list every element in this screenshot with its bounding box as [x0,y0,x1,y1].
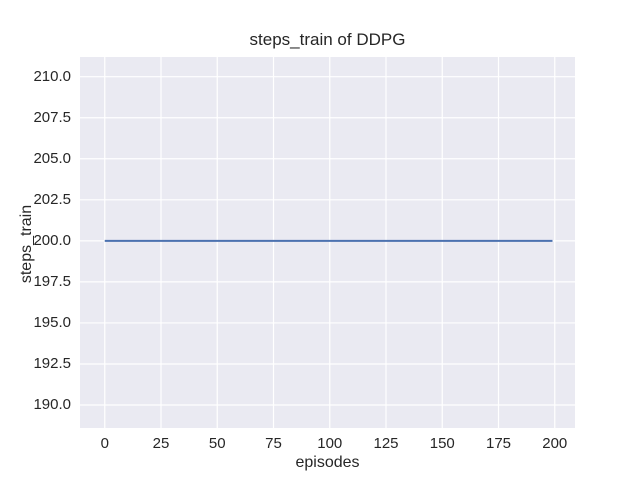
x-tick-label: 175 [485,435,512,452]
y-tick-label: 197.5 [33,272,71,290]
y-tick-label: 190.0 [33,396,71,414]
x-tick-label: 50 [208,435,226,452]
x-tick-label: 125 [373,435,399,452]
plot-background [80,57,575,428]
y-tick-label: 202.5 [33,190,71,208]
x-tick-label: 0 [100,435,109,452]
x-tick-label: 75 [265,435,282,452]
y-tick-label: 205.0 [33,149,71,167]
y-tick-label: 207.5 [33,108,71,126]
y-tick-label: 192.5 [33,354,71,372]
x-tick-label: 25 [152,435,170,452]
x-tick-label: 200 [542,435,568,452]
x-axis-label: episodes [295,454,360,471]
x-tick-label: 100 [317,435,343,452]
y-tick-label: 195.0 [33,313,71,331]
y-tick-label: 210.0 [33,67,71,85]
chart-title: steps_train of DDPG [249,30,406,49]
x-tick-label: 150 [429,435,455,452]
y-tick-label: 200.0 [33,231,71,249]
